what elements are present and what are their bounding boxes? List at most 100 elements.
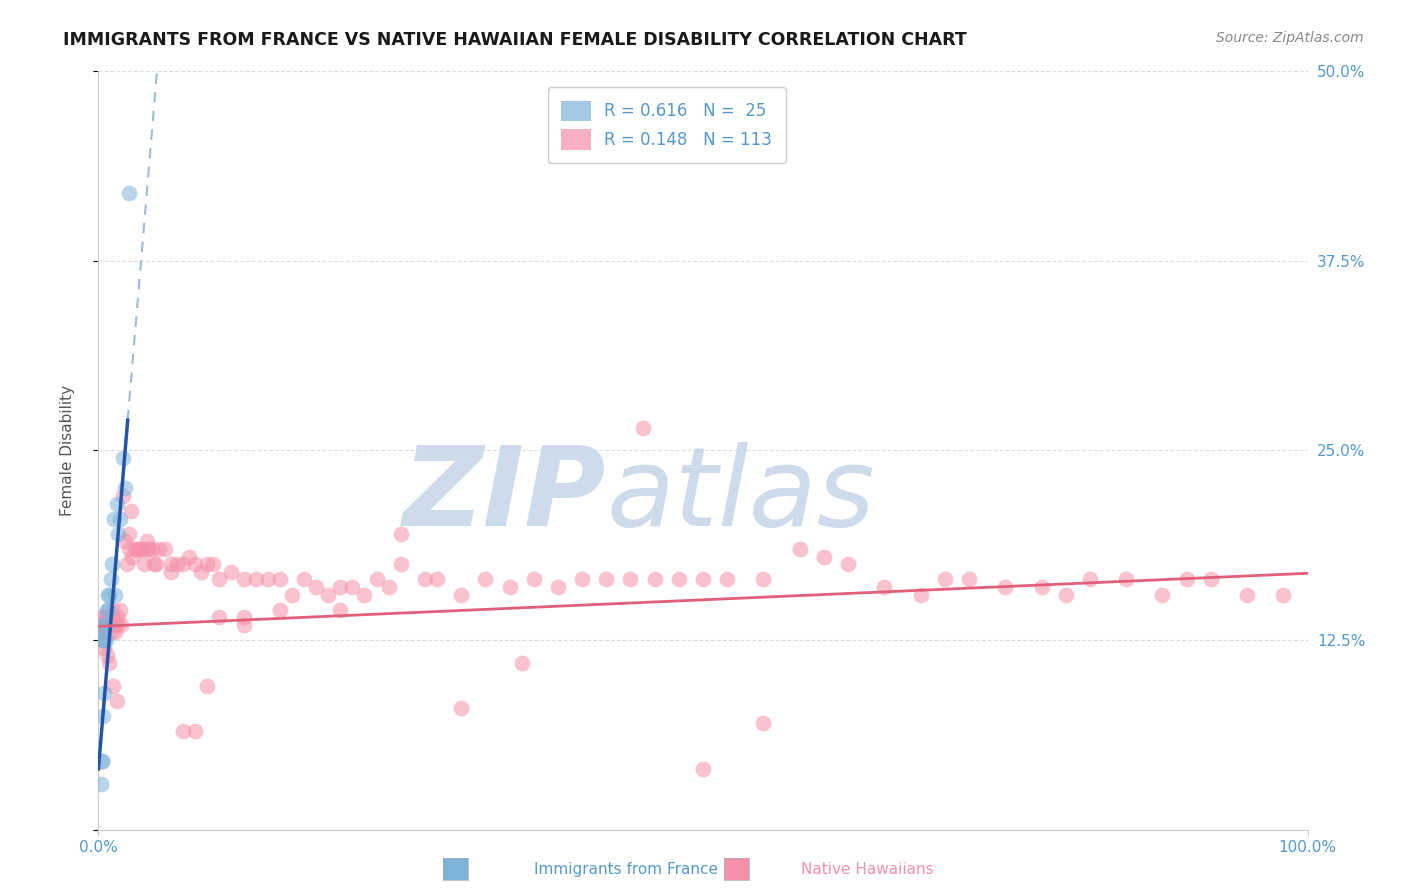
Point (93, 633, 115, 648)
Point (269, 573, 291, 587)
Point (110, 617, 132, 632)
Point (184, 724, 207, 739)
Point (97, 588, 120, 602)
Point (105, 694, 128, 708)
Point (305, 580, 328, 594)
Point (104, 588, 127, 602)
Point (91, 625, 114, 640)
Point (91, 617, 114, 632)
Point (96, 610, 118, 624)
Point (631, 421, 654, 435)
Point (91, 633, 114, 648)
Point (208, 610, 231, 624)
Point (97, 617, 120, 632)
Point (426, 573, 449, 587)
Point (221, 565, 243, 579)
Point (153, 542, 176, 557)
Point (148, 542, 170, 557)
Point (90, 610, 112, 624)
Y-axis label: Female Disability: Female Disability (60, 384, 75, 516)
Point (752, 573, 775, 587)
Point (232, 610, 254, 624)
Text: IMMIGRANTS FROM FRANCE VS NATIVE HAWAIIAN FEMALE DISABILITY CORRELATION CHART: IMMIGRANTS FROM FRANCE VS NATIVE HAWAIIA… (63, 31, 967, 49)
Point (366, 573, 388, 587)
Point (172, 557, 194, 572)
Point (1175, 573, 1198, 587)
Point (91, 708, 114, 723)
Point (692, 573, 714, 587)
Point (1115, 573, 1137, 587)
Text: Native Hawaiians: Native Hawaiians (801, 863, 934, 877)
Point (232, 573, 254, 587)
Point (93, 686, 115, 700)
Point (131, 542, 153, 557)
Point (108, 603, 131, 617)
Point (127, 542, 149, 557)
Point (111, 451, 134, 466)
Point (91, 755, 114, 769)
Point (160, 557, 183, 572)
Point (547, 580, 569, 594)
Point (114, 482, 136, 496)
Point (166, 557, 188, 572)
Point (91, 633, 114, 648)
Point (232, 617, 254, 632)
Point (813, 549, 835, 564)
Point (124, 542, 146, 557)
Point (118, 186, 141, 200)
Point (128, 542, 150, 557)
Point (1236, 588, 1258, 602)
Point (208, 573, 231, 587)
Point (160, 565, 183, 579)
Point (94, 617, 117, 632)
Point (1199, 573, 1222, 587)
Point (101, 678, 124, 692)
Point (934, 573, 956, 587)
Point (105, 496, 128, 510)
Point (98, 656, 121, 670)
Point (910, 588, 932, 602)
Point (316, 588, 339, 602)
Point (103, 617, 125, 632)
Point (957, 573, 980, 587)
Point (245, 573, 267, 587)
Point (1272, 588, 1295, 602)
Point (256, 573, 278, 587)
Point (107, 610, 129, 624)
Point (1031, 580, 1053, 594)
Point (100, 573, 122, 587)
Point (389, 557, 412, 572)
Point (90, 777, 112, 791)
Point (413, 573, 436, 587)
Point (91, 755, 114, 769)
Point (789, 542, 811, 557)
Point (108, 512, 131, 526)
Point (1054, 588, 1077, 602)
Point (184, 557, 207, 572)
Point (281, 588, 304, 602)
Point (450, 701, 472, 715)
Point (752, 716, 775, 731)
Point (619, 573, 641, 587)
Point (104, 625, 127, 640)
Point (342, 580, 364, 594)
Point (121, 549, 143, 564)
Point (292, 573, 315, 587)
Point (202, 557, 225, 572)
Point (114, 534, 136, 549)
Point (145, 557, 167, 572)
Point (190, 565, 212, 579)
Point (269, 603, 291, 617)
Point (1152, 588, 1174, 602)
Point (873, 580, 896, 594)
Text: atlas: atlas (606, 442, 875, 549)
Point (195, 678, 218, 692)
Point (101, 603, 124, 617)
Point (837, 557, 859, 572)
Point (118, 526, 141, 541)
Point (107, 526, 129, 541)
Point (135, 534, 157, 549)
Point (120, 504, 142, 518)
Point (96, 603, 118, 617)
Point (377, 580, 399, 594)
